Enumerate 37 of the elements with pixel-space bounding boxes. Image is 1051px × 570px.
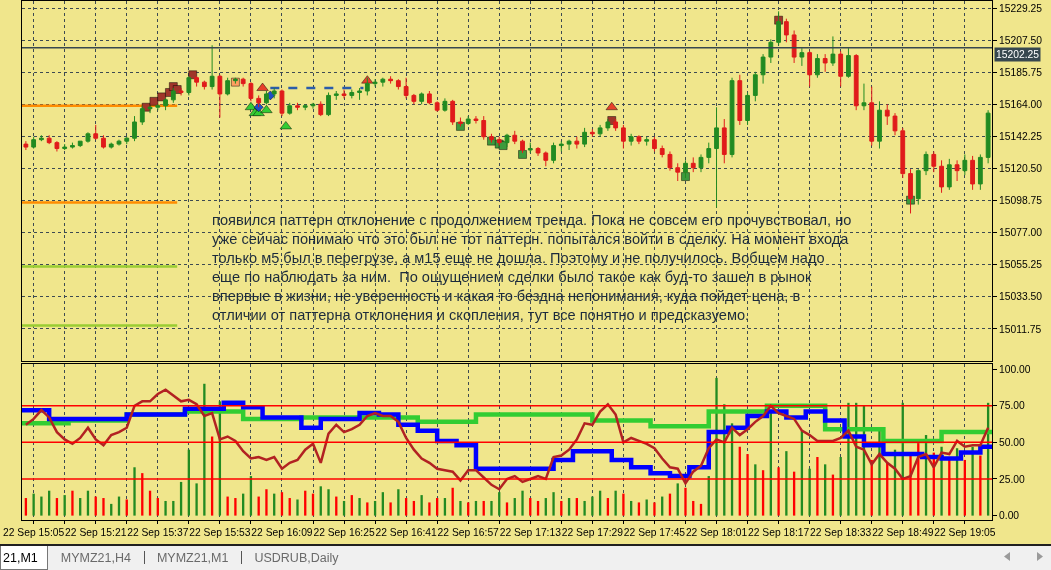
y-tick-label: 15120.50: [999, 163, 1043, 175]
x-tick-label: 22 Sep 17:29: [561, 527, 624, 539]
x-tick-label: 22 Sep 18:49: [872, 527, 934, 539]
x-tick-label: 22 Sep 15:05: [3, 527, 65, 539]
y-tick-label: 15185.75: [999, 66, 1043, 78]
y-tick-label: 15207.50: [999, 34, 1043, 46]
x-tick-label: 22 Sep 16:25: [313, 527, 375, 539]
text: USDRUB,Daily: [241, 546, 352, 570]
y-tick-label: 100.00: [999, 363, 1031, 375]
y-tick-label: 25.00: [999, 473, 1026, 485]
y-tick-label: 15142.25: [999, 130, 1043, 142]
y-tick-label: 75.00: [999, 400, 1026, 412]
annotation: появился паттерн отклонение с продолжением тренда. Пока не совсем его прочувствовал, но уже сейчас понимаю что это был не тот паттерн. попытался войти в сделку. На момент входа только м5 был в перегрузе, а м15 еще не дошла. Поэтому и не получилось. Вобщем надо еще по наблюдать за ним. По ощущением сделки было такое как буд-то зашел в рынок впервые в жизни, не уверенность и какая то бездна непонимания, куда пойдет цена, в отличии от паттерна отклонения и скопления, тут все понятно и предсказуемо.: [212, 211, 852, 325]
y-tick-label: 15033.50: [999, 291, 1043, 303]
text: MYMZ21,H4: [59, 550, 132, 567]
x-tick-label: 22 Sep 16:41: [375, 527, 438, 539]
x-tick-label: 22 Sep 15:21: [65, 527, 127, 539]
x-tick-label: 22 Sep 18:17: [747, 527, 810, 539]
x-tick-label: 22 Sep 18:33: [810, 527, 872, 539]
x-tick-label: 22 Sep 15:37: [127, 527, 189, 539]
x-tick-label: 22 Sep 17:13: [499, 527, 562, 539]
ref-line-label: 15202.25: [996, 49, 1040, 60]
x-tick-label: 22 Sep 18:01: [685, 527, 748, 539]
x-tick-label: 22 Sep 15:53: [189, 527, 251, 539]
x-tick-label: 22 Sep 19:05: [934, 527, 996, 539]
x-tick-label: 22 Sep 17:45: [623, 527, 686, 539]
y-tick-label: 15011.75: [999, 323, 1042, 335]
text: MYMZ21,M1: [143, 546, 242, 570]
y-tick-label: 15229.25: [999, 2, 1043, 14]
x-tick-label: 22 Sep 16:57: [437, 527, 500, 539]
y-tick-label: 15098.75: [999, 195, 1043, 207]
y-tick-label: 15055.25: [999, 259, 1043, 271]
y-tick-label: 0.00: [999, 510, 1020, 522]
y-tick-label: 50.00: [999, 436, 1026, 448]
y-tick-label: 15164.00: [999, 98, 1043, 110]
y-tick-label: 15077.00: [999, 227, 1043, 239]
x-tick-label: 22 Sep 16:09: [251, 527, 313, 539]
